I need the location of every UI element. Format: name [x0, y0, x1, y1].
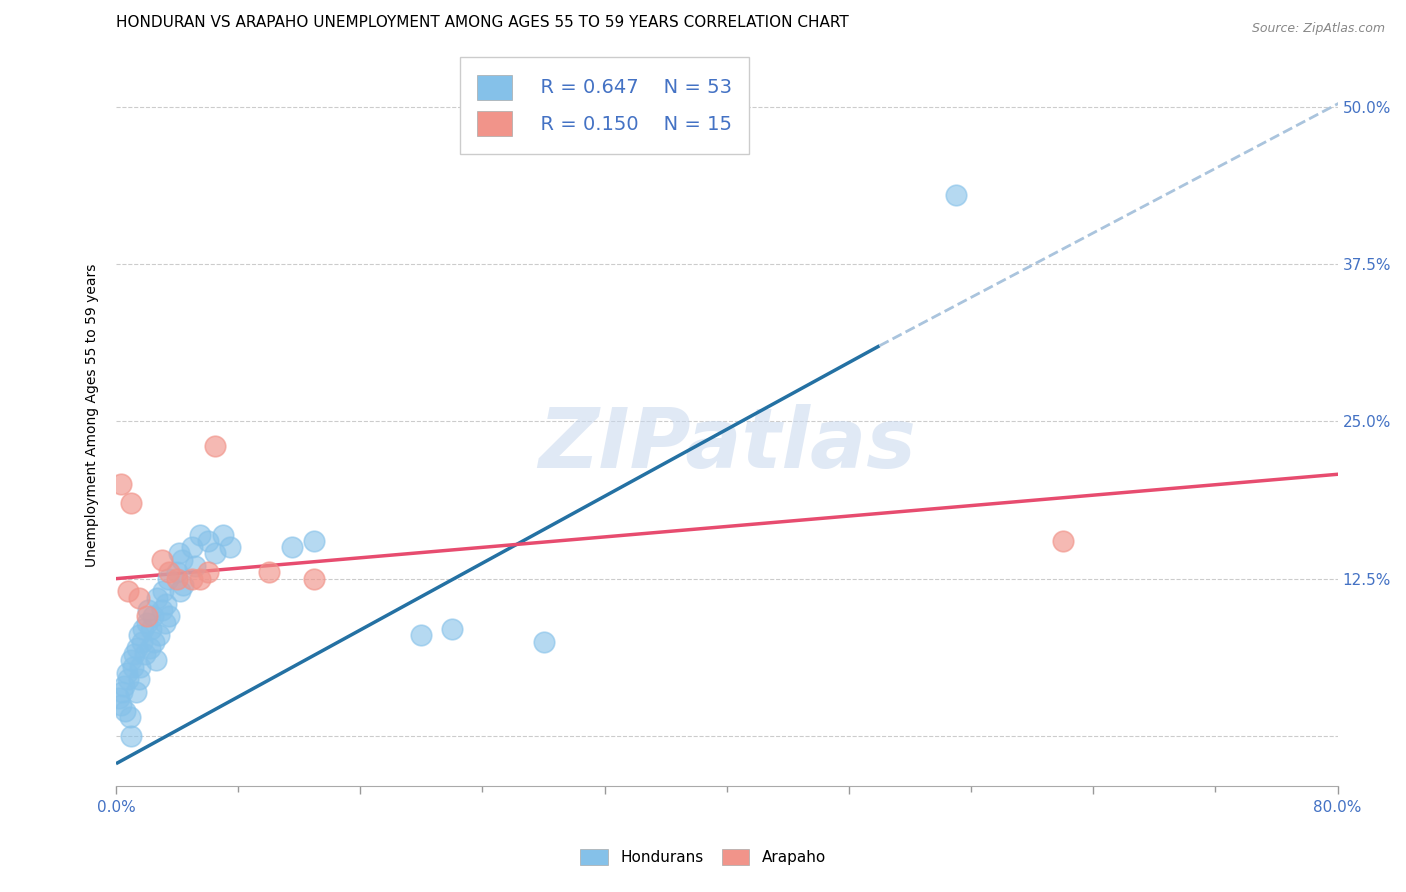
Point [115, 666, 138, 681]
Point [1052, 533, 1074, 548]
Point [150, 553, 173, 567]
Point [197, 566, 219, 580]
Point [136, 603, 159, 617]
Point [157, 609, 180, 624]
Point [155, 597, 177, 611]
Point [139, 622, 162, 636]
Text: ZIPatlas: ZIPatlas [538, 404, 915, 485]
Point [128, 673, 150, 687]
Point [128, 591, 150, 605]
Text: Source: ZipAtlas.com: Source: ZipAtlas.com [1251, 22, 1385, 36]
Point [204, 546, 226, 560]
Point [181, 572, 204, 586]
Point [120, 729, 142, 743]
Point [135, 615, 157, 630]
Point [143, 634, 166, 648]
Point [124, 647, 146, 661]
Y-axis label: Unemployment Among Ages 55 to 59 years: Unemployment Among Ages 55 to 59 years [86, 263, 100, 566]
Point [111, 685, 134, 699]
Point [127, 640, 149, 655]
Point [188, 527, 211, 541]
Point [181, 540, 204, 554]
Point [166, 572, 188, 586]
Point [117, 584, 139, 599]
Point [121, 660, 143, 674]
Text: HONDURAN VS ARAPAHO UNEMPLOYMENT AMONG AGES 55 TO 59 YEARS CORRELATION CHART: HONDURAN VS ARAPAHO UNEMPLOYMENT AMONG A… [115, 15, 849, 30]
Point [128, 628, 150, 642]
Point [110, 477, 132, 491]
Legend: Hondurans, Arapaho: Hondurans, Arapaho [574, 843, 832, 871]
Point [120, 496, 142, 510]
Point [166, 566, 188, 580]
Point [142, 609, 165, 624]
Point [153, 615, 176, 630]
Point [188, 572, 211, 586]
Point [533, 634, 555, 648]
Point [204, 440, 226, 454]
Point [157, 566, 180, 580]
Point [212, 527, 235, 541]
Point [132, 622, 155, 636]
Point [150, 603, 173, 617]
Point [304, 533, 326, 548]
Point [170, 553, 193, 567]
Point [280, 540, 302, 554]
Point [131, 634, 153, 648]
Point [135, 609, 157, 624]
Point [152, 584, 174, 599]
Point [145, 653, 167, 667]
Point [129, 660, 152, 674]
Point [156, 572, 179, 586]
Point [148, 628, 170, 642]
Point [138, 640, 160, 655]
Point [117, 673, 139, 687]
Point [411, 628, 433, 642]
Point [112, 679, 135, 693]
Legend:   R = 0.647    N = 53,   R = 0.150    N = 15: R = 0.647 N = 53, R = 0.150 N = 15 [460, 57, 749, 153]
Point [118, 710, 141, 724]
Point [125, 685, 148, 699]
Point [146, 591, 169, 605]
Point [304, 572, 326, 586]
Point [167, 546, 190, 560]
Point [169, 584, 191, 599]
Point [134, 647, 156, 661]
Point [108, 691, 131, 706]
Point [172, 578, 194, 592]
Point [110, 698, 132, 712]
Point [257, 566, 280, 580]
Point [114, 704, 136, 718]
Point [945, 187, 967, 202]
Point [120, 653, 142, 667]
Point [440, 622, 463, 636]
Point [184, 559, 207, 574]
Point [197, 533, 219, 548]
Point [219, 540, 242, 554]
